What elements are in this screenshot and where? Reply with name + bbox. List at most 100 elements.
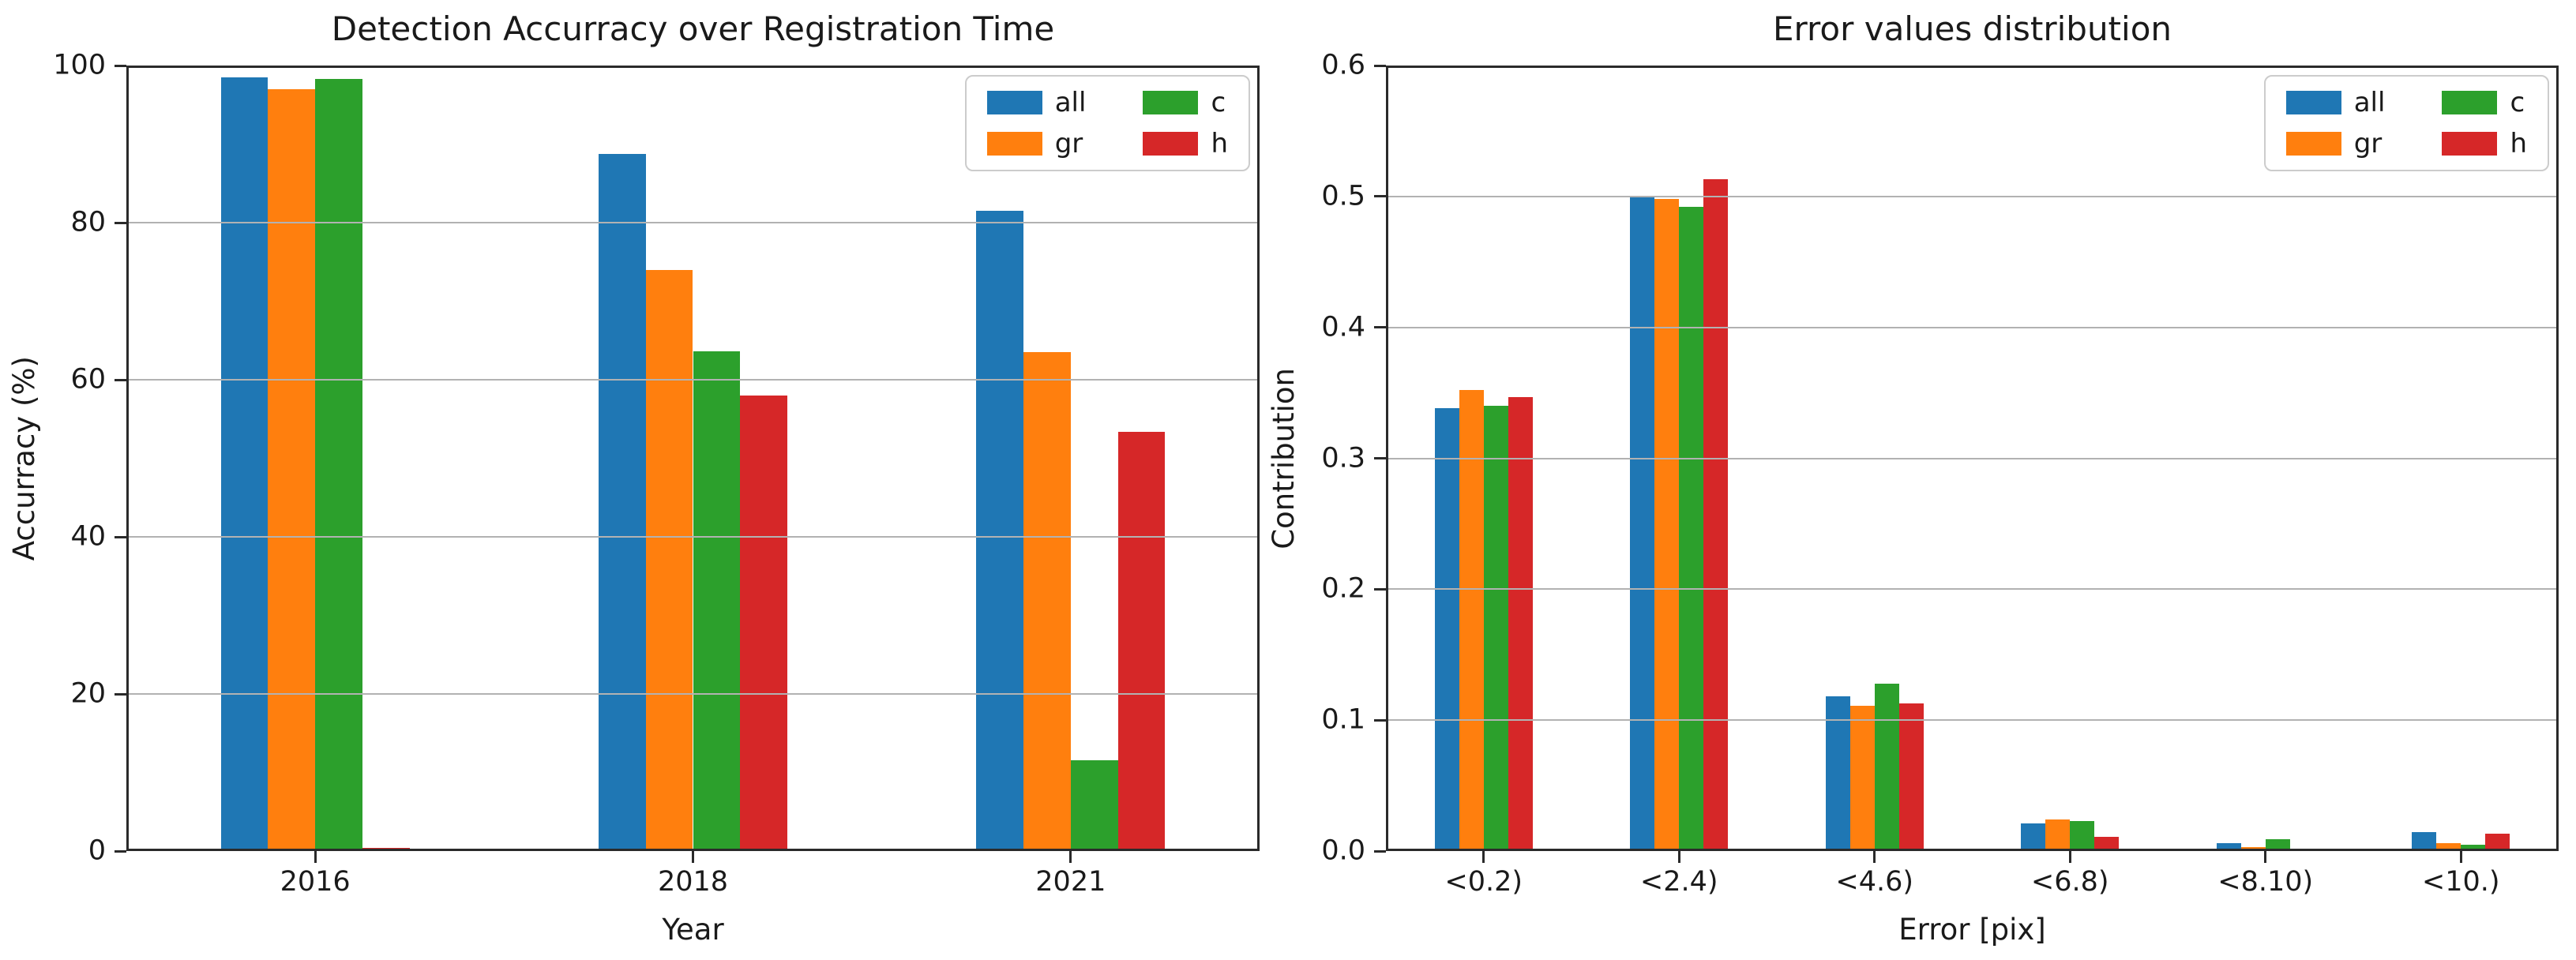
chart-title: Error values distribution: [1772, 9, 2172, 48]
y-axis-label-text: Accurracy (%): [6, 355, 41, 561]
x-tick: [314, 851, 317, 863]
gridline-y-0.5: [1386, 195, 2559, 197]
y-tick: [115, 221, 126, 224]
y-tick: [1374, 587, 1386, 591]
y-axis-label: Contribution: [1266, 66, 1301, 851]
bar-c-2016: [315, 78, 362, 851]
x-tick-label-<8.10): <8.10): [2217, 866, 2314, 898]
bar-c-<4.6): [1874, 683, 1899, 851]
plot-area: 0.0 0.1 0.2 0.3 0.4 0.5 0.6 <0.2) <2.4) <4.6) <6.8…: [1321, 51, 2559, 896]
bar-all-2016: [220, 77, 268, 851]
y-tick-label: 0.5: [1321, 180, 1365, 212]
bar-all-<8.10): [2216, 843, 2241, 851]
y-tick: [1374, 457, 1386, 459]
gridline-y-0.4: [1386, 326, 2559, 328]
y-tick: [115, 378, 126, 381]
bar-c-<2.4): [1679, 207, 1704, 851]
y-tick-label: 0.2: [1321, 572, 1365, 605]
bar-gr-<6.8): [2045, 819, 2071, 851]
x-tick: [2068, 851, 2071, 863]
bar-c-<10.): [2461, 844, 2486, 851]
legend-swatch-h: [2442, 132, 2498, 156]
bar-all-<10.): [2412, 831, 2437, 851]
bar-all-2018: [598, 154, 646, 851]
legend-swatch-h: [1143, 132, 1199, 156]
y-tick-label: 0.4: [1321, 311, 1365, 343]
x-tick: [692, 851, 694, 863]
bar-all-<2.4): [1630, 196, 1655, 851]
y-tick: [1374, 718, 1386, 722]
legend-swatch-c: [2442, 91, 2498, 114]
chart-error-distribution: Error values distribution Contribution 0…: [1267, 10, 2559, 947]
x-tick: [1069, 851, 1072, 863]
legend: all gr c h: [964, 75, 1250, 171]
y-tick-label: 0.6: [1321, 49, 1365, 81]
gridline-y-40: [126, 536, 1260, 538]
bar-all-<6.8): [2021, 823, 2046, 851]
y-tick: [1374, 64, 1386, 67]
x-tick-label-<2.4): <2.4): [1639, 866, 1718, 898]
bar-all-<4.6): [1825, 696, 1850, 851]
x-tick-label-2016: 2016: [280, 866, 351, 898]
x-axis-label: Error [pix]: [1898, 913, 2046, 947]
bar-h-<6.8): [2094, 836, 2120, 851]
y-tick: [1374, 326, 1386, 329]
gridline-y-60: [126, 379, 1260, 381]
legend-label-h: h: [2510, 128, 2527, 159]
bar-gr-2018: [645, 269, 693, 851]
legend-label-all: all: [1054, 87, 1087, 118]
bar-c-<0.2): [1483, 406, 1508, 851]
plot-area: 0 20 40 60 80 100 2016 2018 2021 all gr c h: [53, 51, 1260, 896]
y-axis-label: Accurracy (%): [6, 66, 41, 851]
bar-gr-<2.4): [1654, 199, 1680, 851]
legend-item-gr: gr: [986, 130, 1087, 157]
legend-item-c: c: [2442, 89, 2527, 116]
bar-h-2018: [740, 395, 788, 851]
bar-all-2021: [976, 211, 1024, 851]
bar-all-<0.2): [1434, 408, 1459, 851]
y-tick-label: 0: [88, 834, 106, 867]
legend-label-h: h: [1211, 128, 1228, 159]
y-axis-label-text: Contribution: [1266, 367, 1301, 549]
bar-h-2016: [362, 848, 410, 851]
x-tick-label-<6.8): <6.8): [2030, 866, 2109, 898]
bar-c-2018: [693, 351, 741, 851]
bar-gr-<4.6): [1849, 705, 1875, 851]
bar-h-<8.10): [2289, 849, 2315, 851]
gridline-y-0.2: [1386, 588, 2559, 591]
legend-label-c: c: [2510, 87, 2525, 118]
bar-h-2021: [1117, 431, 1166, 851]
legend-swatch-gr: [986, 132, 1042, 156]
bar-gr-2016: [268, 88, 316, 851]
legend-label-gr: gr: [2353, 128, 2383, 159]
x-tick-label-2018: 2018: [657, 866, 729, 898]
y-tick-label: 60: [70, 363, 106, 396]
y-tick: [1374, 849, 1386, 853]
gridline-y-0.3: [1386, 457, 2559, 459]
x-tick-label-<0.2): <0.2): [1444, 866, 1523, 898]
gridline-y-80: [126, 222, 1260, 223]
chart-detection-accuracy: Detection Accurracy over Registration Ti…: [7, 10, 1260, 947]
y-tick: [115, 64, 126, 67]
legend-label-c: c: [1211, 87, 1226, 118]
legend-label-all: all: [2353, 87, 2386, 118]
y-tick: [115, 849, 126, 853]
bar-c-<8.10): [2265, 839, 2290, 851]
legend-item-gr: gr: [2285, 128, 2386, 159]
y-tick: [1374, 195, 1386, 198]
y-tick-label: 100: [53, 49, 106, 81]
x-tick-label-<10.): <10.): [2421, 866, 2500, 898]
legend-item-h: h: [1143, 130, 1228, 157]
y-tick-label: 80: [70, 206, 106, 238]
y-tick-label: 20: [70, 677, 106, 710]
legend-item-h: h: [2442, 130, 2527, 157]
x-tick: [1873, 851, 1876, 863]
x-tick: [1482, 851, 1485, 863]
chart-title: Detection Accurracy over Registration Ti…: [331, 9, 1055, 48]
gridline-y-20: [126, 693, 1260, 695]
legend-swatch-all: [2285, 91, 2341, 114]
bar-c-<6.8): [2070, 820, 2095, 851]
bar-gr-<8.10): [2240, 847, 2266, 851]
legend-swatch-gr: [2285, 132, 2341, 156]
